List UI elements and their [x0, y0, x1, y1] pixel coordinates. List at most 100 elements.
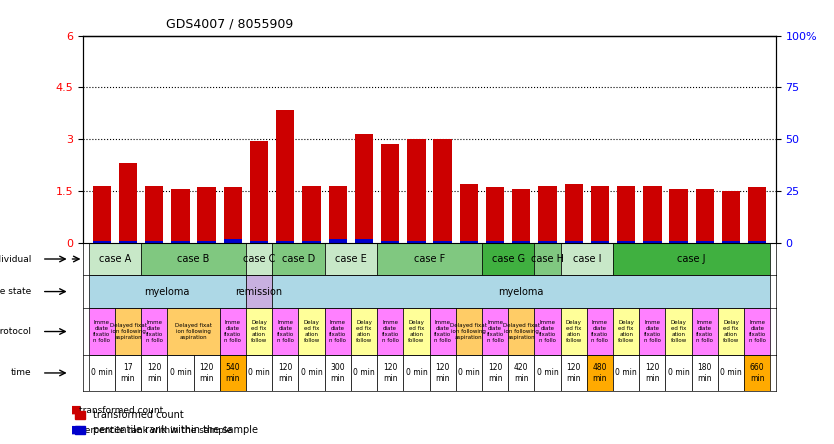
FancyBboxPatch shape — [744, 308, 771, 355]
Bar — [434, 139, 452, 243]
Bar — [145, 241, 163, 243]
Text: 120
min: 120 min — [566, 363, 581, 383]
Bar — [224, 187, 242, 243]
Text: 480
min: 480 min — [593, 363, 607, 383]
FancyBboxPatch shape — [535, 308, 560, 355]
Text: case B: case B — [178, 254, 209, 264]
Text: Imme
diate
fixatio
n follo: Imme diate fixatio n follo — [644, 320, 661, 343]
FancyBboxPatch shape — [141, 355, 168, 391]
FancyBboxPatch shape — [482, 308, 508, 355]
FancyBboxPatch shape — [404, 355, 430, 391]
Bar — [670, 241, 688, 243]
Bar — [590, 241, 609, 243]
FancyBboxPatch shape — [455, 308, 482, 355]
Text: Imme
diate
fixatio
n follo: Imme diate fixatio n follo — [93, 320, 110, 343]
FancyBboxPatch shape — [324, 243, 377, 275]
FancyBboxPatch shape — [115, 308, 141, 355]
Text: Delay
ed fix
ation
follow: Delay ed fix ation follow — [618, 320, 635, 343]
FancyBboxPatch shape — [88, 308, 115, 355]
Text: Delay
ed fix
ation
follow: Delay ed fix ation follow — [251, 320, 267, 343]
Bar — [696, 241, 714, 243]
Text: Imme
diate
fixatio
n follo: Imme diate fixatio n follo — [277, 320, 294, 343]
Bar — [329, 239, 347, 243]
FancyBboxPatch shape — [299, 308, 324, 355]
Text: transformed count: transformed count — [79, 406, 163, 415]
Text: protocol: protocol — [0, 327, 32, 336]
Bar — [565, 241, 583, 243]
Text: Delay
ed fix
ation
follow: Delay ed fix ation follow — [723, 320, 739, 343]
Text: case C: case C — [243, 254, 275, 264]
Bar — [250, 141, 269, 243]
Text: case A: case A — [98, 254, 131, 264]
FancyBboxPatch shape — [324, 355, 351, 391]
Text: Delayed fixat
ion following
aspiration: Delayed fixat ion following aspiration — [175, 323, 212, 340]
Bar — [118, 241, 137, 243]
Text: 0 min: 0 min — [91, 369, 113, 377]
Bar — [303, 186, 321, 243]
FancyBboxPatch shape — [324, 308, 351, 355]
Bar — [643, 186, 661, 243]
FancyBboxPatch shape — [141, 243, 246, 275]
FancyBboxPatch shape — [613, 355, 640, 391]
Text: 120
min: 120 min — [646, 363, 660, 383]
FancyBboxPatch shape — [219, 308, 246, 355]
Text: Imme
diate
fixatio
n follo: Imme diate fixatio n follo — [539, 320, 556, 343]
FancyBboxPatch shape — [482, 243, 535, 275]
FancyBboxPatch shape — [377, 355, 404, 391]
Bar — [617, 186, 636, 243]
FancyBboxPatch shape — [299, 355, 324, 391]
Bar — [198, 187, 216, 243]
Text: 0 min: 0 min — [615, 369, 637, 377]
Bar — [224, 239, 242, 243]
Text: Delayed fixat
ion following
aspiration: Delayed fixat ion following aspiration — [109, 323, 147, 340]
Text: case D: case D — [282, 254, 315, 264]
Text: Imme
diate
fixatio
n follo: Imme diate fixatio n follo — [329, 320, 346, 343]
FancyBboxPatch shape — [508, 308, 535, 355]
FancyBboxPatch shape — [587, 355, 613, 391]
Text: ■: ■ — [71, 425, 82, 435]
Text: Delay
ed fix
ation
follow: Delay ed fix ation follow — [671, 320, 686, 343]
FancyBboxPatch shape — [482, 355, 508, 391]
Text: 0 min: 0 min — [353, 369, 374, 377]
Bar — [354, 134, 373, 243]
Bar — [118, 163, 137, 243]
FancyBboxPatch shape — [613, 308, 640, 355]
Text: 120
min: 120 min — [147, 363, 162, 383]
Text: GDS4007 / 8055909: GDS4007 / 8055909 — [167, 17, 294, 30]
FancyBboxPatch shape — [744, 355, 771, 391]
Text: Delay
ed fix
ation
follow: Delay ed fix ation follow — [304, 320, 319, 343]
FancyBboxPatch shape — [219, 355, 246, 391]
FancyBboxPatch shape — [691, 308, 718, 355]
FancyBboxPatch shape — [430, 355, 455, 391]
Bar — [250, 241, 269, 243]
Text: 0 min: 0 min — [721, 369, 742, 377]
FancyBboxPatch shape — [587, 308, 613, 355]
Text: 0 min: 0 min — [668, 369, 690, 377]
Bar — [590, 186, 609, 243]
FancyBboxPatch shape — [430, 308, 455, 355]
Text: Imme
diate
fixatio
n follo: Imme diate fixatio n follo — [486, 320, 504, 343]
Text: Delay
ed fix
ation
follow: Delay ed fix ation follow — [409, 320, 425, 343]
FancyBboxPatch shape — [88, 355, 115, 391]
Bar — [276, 241, 294, 243]
FancyBboxPatch shape — [246, 308, 272, 355]
Bar — [538, 241, 556, 243]
Bar — [670, 189, 688, 243]
Bar — [486, 241, 505, 243]
Text: Imme
diate
fixatio
n follo: Imme diate fixatio n follo — [749, 320, 766, 343]
Bar — [434, 241, 452, 243]
FancyBboxPatch shape — [246, 275, 272, 308]
Bar — [381, 144, 399, 243]
FancyBboxPatch shape — [272, 308, 299, 355]
Text: Imme
diate
fixatio
n follo: Imme diate fixatio n follo — [224, 320, 242, 343]
Text: disease state: disease state — [0, 287, 32, 296]
Text: Delayed fixat
ion following
aspiration: Delayed fixat ion following aspiration — [503, 323, 540, 340]
Text: Delayed fixat
ion following
aspiration: Delayed fixat ion following aspiration — [450, 323, 487, 340]
FancyBboxPatch shape — [640, 355, 666, 391]
Bar — [198, 241, 216, 243]
Bar — [565, 184, 583, 243]
Text: 420
min: 420 min — [514, 363, 529, 383]
Text: time: time — [11, 369, 32, 377]
Text: 17
min: 17 min — [121, 363, 135, 383]
Text: case I: case I — [573, 254, 601, 264]
